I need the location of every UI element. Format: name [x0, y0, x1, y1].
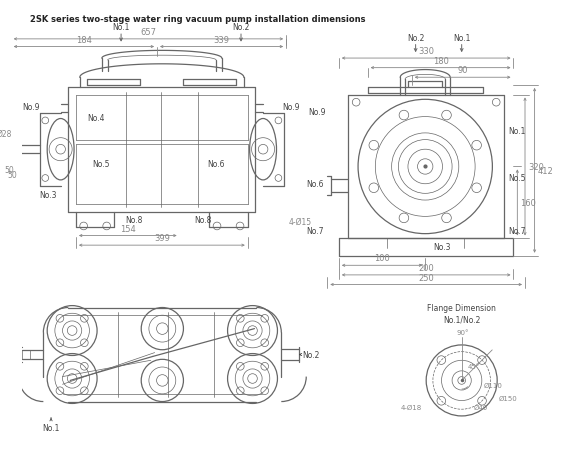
Text: 184: 184	[76, 36, 92, 45]
Text: 339: 339	[213, 36, 230, 45]
Text: No.1: No.1	[453, 34, 470, 43]
Text: No.3: No.3	[39, 190, 57, 199]
Text: 657: 657	[141, 28, 156, 37]
Text: 4-Ø15: 4-Ø15	[289, 217, 312, 226]
Text: No.1: No.1	[43, 423, 59, 432]
Text: No.2: No.2	[407, 34, 424, 43]
Text: No.2: No.2	[232, 23, 250, 32]
Text: No.8: No.8	[194, 215, 211, 224]
Text: 50: 50	[8, 171, 17, 180]
Text: Ø150: Ø150	[499, 395, 518, 401]
Text: No.7: No.7	[306, 227, 324, 236]
Text: No.1: No.1	[509, 126, 526, 135]
Text: No.6: No.6	[306, 180, 324, 189]
Text: No.2: No.2	[303, 350, 320, 359]
Text: No.1: No.1	[113, 23, 130, 32]
Text: 50: 50	[4, 165, 13, 174]
Text: No.9: No.9	[282, 102, 300, 111]
Text: No.9: No.9	[22, 102, 40, 111]
Text: No.9: No.9	[308, 108, 325, 117]
Text: 2SK series two-stage water ring vacuum pump installation dimensions: 2SK series two-stage water ring vacuum p…	[30, 15, 366, 24]
Text: Flange Dimension
No.1/No.2: Flange Dimension No.1/No.2	[427, 303, 496, 324]
Text: Ø110: Ø110	[484, 382, 503, 388]
Text: 250: 250	[419, 273, 434, 282]
Text: 320: 320	[528, 163, 544, 171]
Text: No.5: No.5	[509, 174, 526, 183]
Text: 45°: 45°	[468, 363, 480, 369]
Text: Ø40: Ø40	[473, 405, 487, 410]
Text: 200: 200	[419, 263, 434, 272]
Text: Ø28: Ø28	[0, 129, 12, 138]
Text: 399: 399	[154, 234, 170, 243]
Text: 90: 90	[458, 66, 468, 75]
Text: 4-Ø18: 4-Ø18	[401, 405, 422, 410]
Text: No.5: No.5	[92, 160, 110, 169]
Text: 180: 180	[433, 57, 448, 66]
Text: 160: 160	[520, 198, 536, 207]
Text: 90°: 90°	[456, 330, 469, 336]
Text: 412: 412	[538, 166, 553, 175]
Text: No.8: No.8	[125, 215, 142, 224]
Text: No.7: No.7	[509, 227, 526, 236]
Text: 330: 330	[418, 47, 434, 56]
Text: 100: 100	[374, 254, 390, 263]
Text: No.3: No.3	[433, 242, 451, 251]
Text: No.6: No.6	[208, 160, 225, 169]
Text: No.4: No.4	[87, 114, 105, 123]
Bar	[22, 350, 30, 359]
Text: 154: 154	[120, 224, 136, 233]
